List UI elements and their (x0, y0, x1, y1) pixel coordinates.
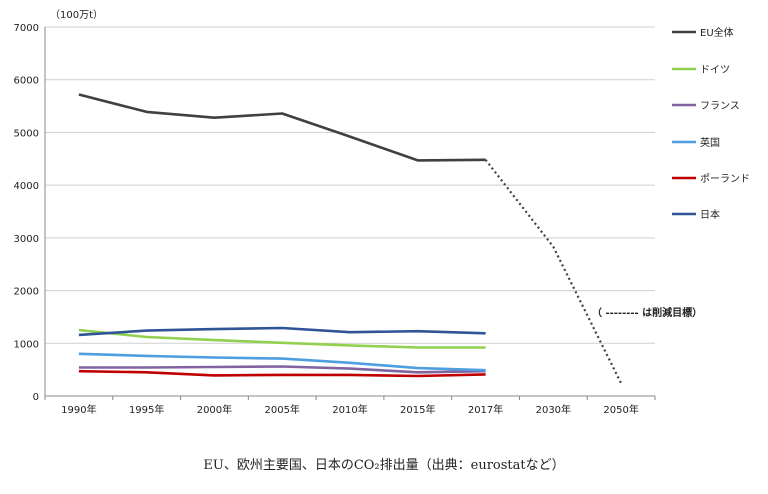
y-tick-label: 2000 (14, 287, 39, 298)
x-tick-label: 2015年 (400, 403, 435, 416)
x-tick-label: 1995年 (129, 403, 164, 416)
series-line (78, 326, 486, 337)
x-tick-label: 1990年 (61, 403, 96, 416)
series-line (78, 352, 486, 372)
legend-label: フランス (700, 100, 740, 112)
x-tick-label: 2017年 (468, 403, 503, 416)
y-tick-label: 0 (33, 392, 39, 403)
legend-label: 日本 (700, 208, 720, 221)
legend-label: ドイツ (700, 65, 730, 76)
chart-caption: EU、欧州主要国、日本のCO₂排出量（出典：eurostatなど） (203, 458, 565, 473)
x-tick-label: 2010年 (332, 403, 367, 416)
series-lines (78, 93, 623, 384)
y-tick-label: 7000 (14, 23, 39, 34)
legend-label: EU全体 (700, 26, 734, 39)
x-tick-labels: 1990年 1995年 2000年 2005年 2010年 2015年 2017年 2030年… (61, 403, 639, 416)
y-tick-label: 4000 (14, 181, 39, 192)
y-tick-label: 5000 (14, 128, 39, 139)
x-tick-label: 2030年 (536, 403, 571, 416)
y-tick-labels: 0 1000 2000 3000 4000 5000 6000 7000 (14, 23, 39, 403)
legend-label: ポーランド (700, 173, 750, 185)
series-line (78, 328, 486, 349)
target-line (484, 159, 623, 384)
x-tick-label: 2000年 (197, 403, 232, 416)
unit-label: （100万t） (50, 9, 103, 21)
target-annotation: （ -------- は削減目標） (592, 306, 702, 319)
legend-label: 英国 (700, 136, 720, 149)
y-tick-label: 1000 (14, 339, 39, 350)
y-tick-label: 3000 (14, 234, 39, 245)
grid (45, 26, 655, 344)
series-line (78, 369, 486, 378)
axes (44, 27, 656, 400)
series-line (78, 93, 486, 162)
x-tick-label: 2050年 (603, 403, 638, 416)
series-line (78, 365, 486, 374)
y-tick-label: 6000 (14, 76, 39, 87)
x-tick-label: 2005年 (264, 403, 299, 416)
